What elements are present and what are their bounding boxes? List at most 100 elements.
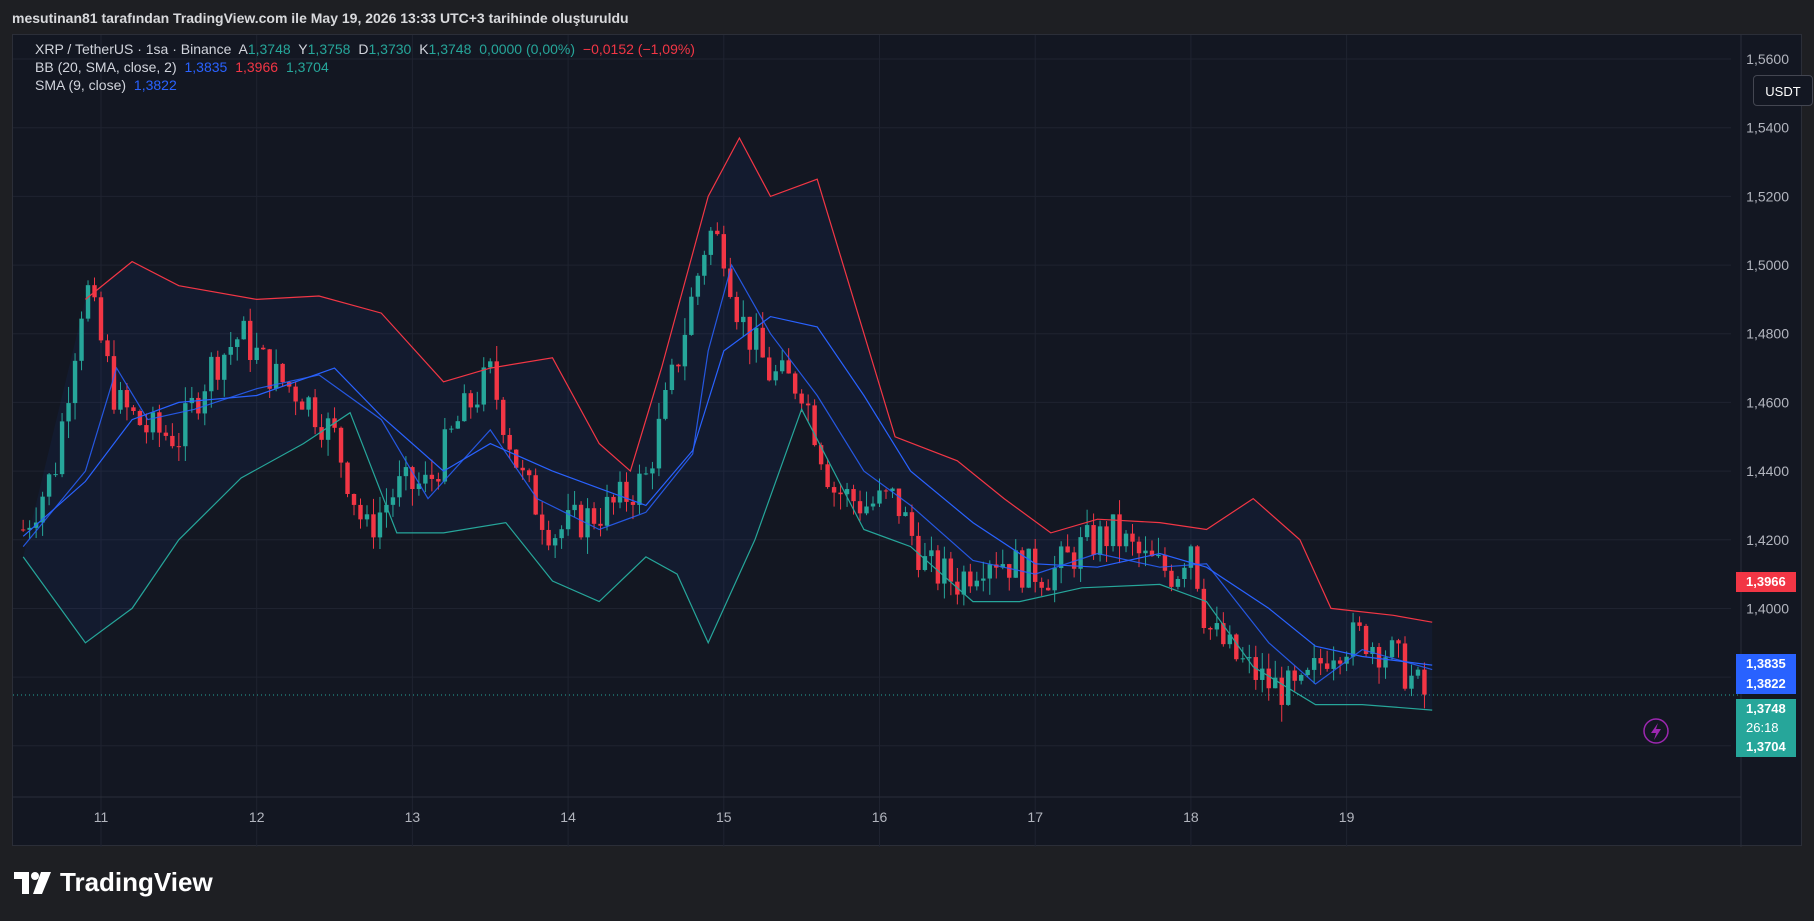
bb-upper-line: [85, 136, 1433, 623]
candle-body: [267, 349, 272, 389]
candle-body: [799, 393, 804, 404]
close-label: K: [419, 41, 429, 57]
candle-body: [137, 410, 143, 426]
candle-body: [124, 390, 130, 408]
candle-body: [1331, 660, 1336, 669]
candle-body: [617, 481, 623, 503]
candle-body: [397, 476, 402, 498]
candle-body: [656, 418, 662, 469]
candle-body: [864, 506, 869, 514]
candle-body: [319, 427, 324, 440]
candle-body: [695, 275, 701, 297]
candle-body: [358, 504, 363, 520]
candle-body: [1045, 587, 1051, 591]
candle-body: [1162, 554, 1168, 571]
ohlc-legend: XRP / TetherUS · 1sa · Binance A1,3748 Y…: [35, 41, 699, 57]
candle-body: [792, 373, 798, 394]
candle-body: [131, 407, 136, 411]
candle-body: [390, 497, 396, 505]
candle-body: [689, 296, 694, 335]
change-zero-value: 0,0000 (0,00%): [479, 41, 575, 57]
bb-legend[interactable]: BB (20, SMA, close, 2) 1,3835 1,3966 1,3…: [35, 59, 333, 75]
candle-body: [747, 316, 752, 350]
candle-body: [968, 571, 973, 587]
x-tick-label: 19: [1339, 809, 1355, 825]
candle-body: [209, 356, 214, 392]
y-tick-label: 1,4600: [1746, 394, 1789, 410]
lightning-icon[interactable]: [1643, 718, 1669, 744]
candle-body: [1409, 675, 1414, 689]
candle-body: [552, 538, 558, 546]
candle-body: [702, 254, 707, 276]
bb-lower-value: 1,3704: [285, 59, 329, 75]
sma-line: [22, 263, 1433, 685]
candle-body: [1370, 646, 1375, 654]
candle-body: [79, 318, 84, 361]
sma-legend[interactable]: SMA (9, close) 1,3822: [35, 77, 181, 93]
candle-body: [1143, 550, 1148, 554]
low-value: 1,3730: [368, 41, 412, 57]
bb-band-fill: [23, 138, 1433, 711]
candle-body: [338, 427, 344, 463]
candle-body: [468, 393, 473, 408]
tradingview-logo[interactable]: TradingView: [14, 867, 213, 898]
candle-body: [1376, 646, 1382, 668]
candle-body: [1084, 525, 1090, 538]
candle-body: [254, 347, 259, 360]
candle-body: [293, 386, 298, 402]
candle-body: [877, 490, 882, 504]
candle-body: [831, 487, 837, 493]
candle-body: [643, 473, 649, 475]
candle-body: [520, 467, 525, 471]
candle-body: [682, 334, 688, 367]
candle-body: [514, 449, 519, 468]
candle-body: [786, 360, 791, 374]
candle-body: [650, 468, 655, 474]
candle-body: [501, 399, 506, 435]
candle-body: [364, 514, 370, 520]
candle-body: [410, 467, 415, 490]
candle-body: [1383, 657, 1388, 668]
candle-body: [312, 397, 318, 428]
candle-body: [1104, 526, 1109, 547]
x-tick-label: 12: [249, 809, 265, 825]
candle-body: [59, 421, 65, 475]
candle-body: [929, 550, 934, 557]
y-tick-label: 1,5400: [1746, 120, 1789, 136]
chart-caption: mesutinan81 tarafından TradingView.com i…: [12, 10, 629, 26]
bb-basis-price-tag: 1,3835: [1736, 654, 1796, 674]
candle-body: [228, 346, 233, 355]
candle-body: [299, 401, 305, 410]
candle-body: [241, 320, 246, 340]
candle-body: [442, 429, 448, 482]
candle-body: [559, 529, 564, 539]
candle-body: [637, 473, 642, 505]
candle-body: [1247, 657, 1252, 659]
candle-body: [85, 285, 91, 319]
candle-body: [669, 364, 675, 390]
candle-body: [1208, 628, 1213, 630]
candle-body: [280, 363, 285, 383]
symbol-label[interactable]: XRP / TetherUS · 1sa · Binance: [35, 41, 232, 57]
candle-body: [66, 403, 71, 422]
candle-body: [1318, 658, 1323, 664]
candle-body: [1311, 658, 1317, 670]
y-tick-label: 1,4000: [1746, 600, 1789, 616]
candle-body: [416, 483, 422, 490]
candle-body: [27, 527, 32, 530]
candle-body: [896, 488, 902, 517]
candle-body: [1078, 537, 1083, 569]
price-chart[interactable]: 1,5600 1,5400 1,5200 1,5000 1,4800 1,4600 1,44…: [13, 35, 1803, 847]
candle-body: [935, 550, 941, 584]
candle-body: [1402, 643, 1408, 689]
high-label: Y: [298, 41, 308, 57]
candle-body: [40, 496, 45, 523]
chart-pane[interactable]: 1,5600 1,5400 1,5200 1,5000 1,4800 1,4600 1,44…: [12, 34, 1813, 847]
currency-button[interactable]: USDT: [1753, 75, 1813, 106]
candle-body: [630, 501, 636, 505]
sma-price-tag: 1,3822: [1736, 674, 1796, 694]
x-tick-label: 11: [94, 809, 109, 825]
candle-body: [754, 327, 759, 350]
candle-body: [1188, 546, 1194, 568]
candle-body: [403, 467, 409, 477]
